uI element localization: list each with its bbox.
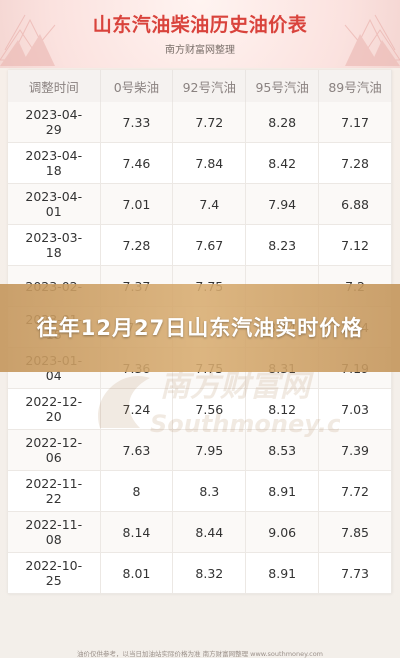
- page-title: 山东汽油柴油历史油价表: [92, 14, 308, 36]
- table-row: 2022-10- 25 8.01 8.32 8.91 7.73: [8, 552, 392, 594]
- table-row: 2023-04- 01 7.01 7.4 7.94 6.88: [8, 183, 392, 225]
- table-row: 2023-03- 18 7.28 7.67 8.23 7.12: [8, 224, 392, 266]
- cell-date-year-month: 2022-11-: [25, 517, 83, 532]
- cell-diesel-0: 7.46: [100, 142, 174, 184]
- footer-note: 油价仅供参考，以当日加油站实际价格为准 南方财富网整理 www.southmon…: [77, 650, 323, 658]
- cell-date-day: 25: [45, 573, 62, 588]
- cell-date-year-month: 2022-12-: [25, 394, 83, 409]
- table-row: 2022-12- 20 7.24 7.56 8.12 7.03: [8, 388, 392, 430]
- cell-gasoline-95: 8.53: [245, 429, 320, 471]
- decorative-pattern-left-icon: [0, 14, 56, 66]
- table-row: 2023-04- 29 7.33 7.72 8.28 7.17: [8, 102, 392, 143]
- cell-date-year-month: 2022-12-: [25, 435, 83, 450]
- column-header-gasoline-89: 89号汽油: [318, 70, 392, 102]
- column-header-diesel-0: 0号柴油: [100, 70, 174, 102]
- cell-gasoline-89: 7.72: [318, 470, 392, 512]
- cell-date-day: 29: [45, 122, 62, 137]
- cell-date-day: 06: [45, 450, 62, 465]
- cell-gasoline-89: 7.28: [318, 142, 392, 184]
- column-header-gasoline-92: 92号汽油: [172, 70, 247, 102]
- decorative-pattern-right-icon: [344, 14, 400, 66]
- cell-gasoline-92: 8.3: [172, 470, 247, 512]
- cell-date: 2023-04- 18: [8, 142, 101, 184]
- cell-diesel-0: 8: [100, 470, 174, 512]
- cell-date: 2023-04- 29: [8, 102, 101, 143]
- cell-diesel-0: 7.63: [100, 429, 174, 471]
- cell-gasoline-89: 7.39: [318, 429, 392, 471]
- cell-gasoline-92: 7.67: [172, 224, 247, 266]
- cell-gasoline-95: 8.28: [245, 102, 320, 143]
- cell-date-year-month: 2023-04-: [25, 148, 83, 163]
- cell-date: 2023-03- 18: [8, 224, 101, 266]
- cell-gasoline-95: 9.06: [245, 511, 320, 553]
- cell-diesel-0: 8.01: [100, 552, 174, 594]
- cell-gasoline-89: 6.88: [318, 183, 392, 225]
- cell-date-year-month: 2023-04-: [25, 107, 83, 122]
- cell-date: 2022-12- 06: [8, 429, 101, 471]
- cell-gasoline-95: 8.91: [245, 552, 320, 594]
- headline-text: 往年12月27日山东汽油实时价格: [36, 316, 364, 340]
- table-row: 2022-12- 06 7.63 7.95 8.53 7.39: [8, 429, 392, 471]
- cell-date: 2022-11- 08: [8, 511, 101, 553]
- cell-gasoline-95: 7.94: [245, 183, 320, 225]
- header: 山东汽油柴油历史油价表 南方财富网整理: [0, 0, 400, 68]
- cell-diesel-0: 7.01: [100, 183, 174, 225]
- cell-date-year-month: 2022-10-: [25, 558, 83, 573]
- table-row: 2022-11- 08 8.14 8.44 9.06 7.85: [8, 511, 392, 553]
- cell-date-year-month: 2023-04-: [25, 189, 83, 204]
- cell-diesel-0: 7.33: [100, 102, 174, 143]
- cell-gasoline-92: 7.4: [172, 183, 247, 225]
- column-header-gasoline-95: 95号汽油: [245, 70, 320, 102]
- cell-date-day: 08: [45, 532, 62, 547]
- cell-gasoline-89: 7.12: [318, 224, 392, 266]
- cell-date-day: 22: [45, 491, 62, 506]
- table-row: 2023-04- 18 7.46 7.84 8.42 7.28: [8, 142, 392, 184]
- cell-date-day: 01: [45, 204, 62, 219]
- page-subtitle: 南方财富网整理: [165, 45, 235, 56]
- cell-gasoline-95: 8.91: [245, 470, 320, 512]
- cell-gasoline-95: 8.23: [245, 224, 320, 266]
- cell-gasoline-95: 8.42: [245, 142, 320, 184]
- cell-gasoline-89: 7.73: [318, 552, 392, 594]
- cell-gasoline-89: 7.17: [318, 102, 392, 143]
- cell-gasoline-92: 8.32: [172, 552, 247, 594]
- table-header-row: 调整时间 0号柴油 92号汽油 95号汽油 89号汽油: [8, 70, 392, 102]
- cell-date-year-month: 2022-11-: [25, 476, 83, 491]
- cell-date-day: 20: [45, 409, 62, 424]
- headline-banner: 往年12月27日山东汽油实时价格: [0, 284, 400, 372]
- cell-gasoline-95: 8.12: [245, 388, 320, 430]
- column-header-date: 调整时间: [8, 70, 101, 102]
- cell-date-day: 18: [45, 245, 62, 260]
- cell-date: 2023-04- 01: [8, 183, 101, 225]
- cell-diesel-0: 8.14: [100, 511, 174, 553]
- cell-diesel-0: 7.24: [100, 388, 174, 430]
- table-row: 2022-11- 22 8 8.3 8.91 7.72: [8, 470, 392, 512]
- cell-date-year-month: 2023-03-: [25, 230, 83, 245]
- cell-gasoline-92: 8.44: [172, 511, 247, 553]
- cell-date-day: 18: [45, 163, 62, 178]
- cell-diesel-0: 7.28: [100, 224, 174, 266]
- cell-date: 2022-12- 20: [8, 388, 101, 430]
- cell-date: 2022-11- 22: [8, 470, 101, 512]
- cell-gasoline-92: 7.72: [172, 102, 247, 143]
- cell-gasoline-89: 7.85: [318, 511, 392, 553]
- cell-gasoline-92: 7.56: [172, 388, 247, 430]
- cell-gasoline-92: 7.95: [172, 429, 247, 471]
- cell-gasoline-89: 7.03: [318, 388, 392, 430]
- cell-date: 2022-10- 25: [8, 552, 101, 594]
- cell-gasoline-92: 7.84: [172, 142, 247, 184]
